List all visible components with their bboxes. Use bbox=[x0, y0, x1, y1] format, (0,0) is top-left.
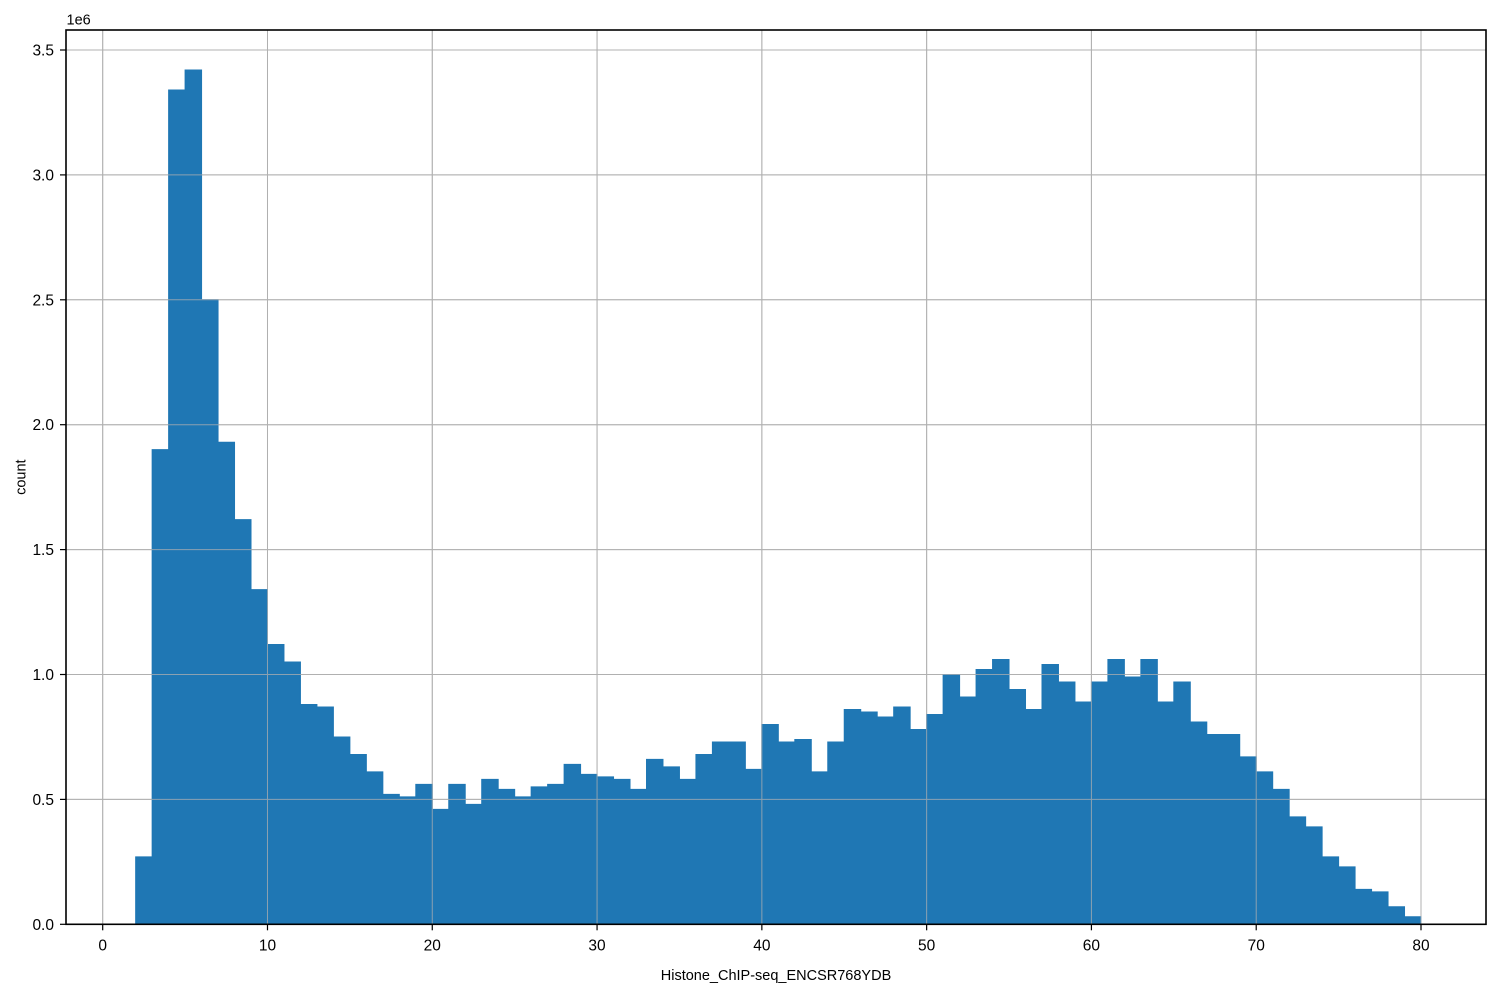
svg-text:Histone_ChIP-seq_ENCSR768YDB: Histone_ChIP-seq_ENCSR768YDB bbox=[661, 968, 892, 984]
svg-text:1.5: 1.5 bbox=[32, 542, 54, 559]
svg-text:50: 50 bbox=[918, 937, 936, 954]
svg-text:1.0: 1.0 bbox=[32, 667, 54, 684]
svg-text:80: 80 bbox=[1412, 937, 1430, 954]
svg-text:20: 20 bbox=[424, 937, 442, 954]
svg-text:2.0: 2.0 bbox=[32, 417, 54, 434]
svg-text:3.5: 3.5 bbox=[32, 43, 54, 60]
svg-text:3.0: 3.0 bbox=[32, 167, 54, 184]
svg-text:40: 40 bbox=[753, 937, 771, 954]
svg-text:count: count bbox=[14, 459, 30, 494]
svg-text:70: 70 bbox=[1248, 937, 1266, 954]
svg-text:0.5: 0.5 bbox=[32, 792, 54, 809]
svg-text:2.5: 2.5 bbox=[32, 292, 54, 309]
svg-text:0.0: 0.0 bbox=[32, 917, 54, 934]
svg-text:1e6: 1e6 bbox=[67, 13, 91, 29]
svg-text:10: 10 bbox=[259, 937, 277, 954]
svg-text:0: 0 bbox=[98, 937, 107, 954]
svg-text:30: 30 bbox=[588, 937, 606, 954]
svg-text:60: 60 bbox=[1083, 937, 1101, 954]
